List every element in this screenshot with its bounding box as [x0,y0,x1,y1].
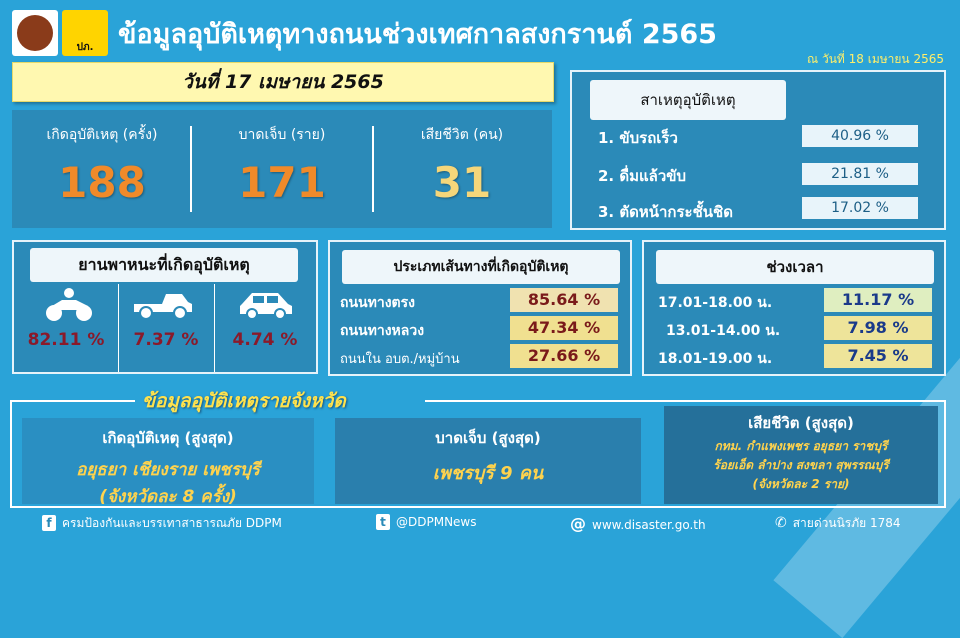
at-icon: @ [570,514,586,533]
province-accidents-list: อยุธยา เชียงราย เพชรบุรี [76,460,260,480]
vehicles-panel: ยานพาหนะที่เกิดอุบัติเหตุ 82.11 % 7.37 %… [12,240,318,374]
divider [118,284,119,372]
road-value: 47.34 % [510,316,618,340]
facebook-icon: f [42,515,56,531]
stat-label: บาดเจ็บ (ราย) [238,127,326,143]
province-injured: บาดเจ็บ (สูงสุด) เพชรบุรี 9 คน [335,418,641,504]
divider [10,400,135,402]
province-deaths-count: (จังหวัดละ 2 ราย) [752,477,850,491]
pickup-truck-icon [134,294,192,320]
time-label: 18.01-19.00 น. [658,351,773,367]
roads-title: ประเภทเส้นทางที่เกิดอุบัติเหตุ [342,250,620,284]
causes-title: สาเหตุอุบัติเหตุ [590,80,786,120]
cause-label: 3. ตัดหน้ากระชั้นชิด [598,203,733,221]
divider [372,126,374,212]
province-injured-value: เพชรบุรี 9 คน [432,463,544,484]
cause-label: 1. ขับรถเร็ว [598,129,678,147]
divider [190,126,192,212]
province-box-title: เกิดอุบัติเหตุ (สูงสุด) [102,429,234,447]
page-title: ข้อมูลอุบัติเหตุทางถนนช่วงเทศกาลสงกรานต์… [118,19,717,50]
cause-value: 21.81 % [802,163,918,185]
stat-value: 188 [58,158,146,207]
province-accidents-count: (จังหวัดละ 8 ครั้ง) [99,487,237,507]
time-value: 11.17 % [824,288,932,312]
twitter-icon: t [376,514,390,530]
province-deaths-list: กทม. กำแพงเพชร อยุธยา ราชบุรี [714,439,888,453]
date-banner: วันที่ 17 เมษายน 2565 [12,62,554,102]
road-label: ถนนทางตรง [340,295,415,311]
province-deaths: เสียชีวิต (สูงสุด) กทม. กำแพงเพชร อยุธยา… [664,406,938,504]
time-value: 7.45 % [824,344,932,368]
times-title: ช่วงเวลา [656,250,934,284]
stat-value: 171 [238,158,326,207]
ministry-logo [12,10,58,56]
stat-label: เสียชีวิต (คน) [420,127,504,143]
cause-value: 40.96 % [802,125,918,147]
twitter-text: @DDPMNews [396,515,477,529]
causes-panel: สาเหตุอุบัติเหตุ 1. ขับรถเร็ว 40.96 % 2.… [570,70,946,230]
footer-facebook[interactable]: f ครมป้องกันและบรรเทาสาธารณภัย DDPM [42,514,282,533]
time-panel: ช่วงเวลา 17.01-18.00 น. 11.17 % 13.01-14… [642,240,946,376]
vehicles-title: ยานพาหนะที่เกิดอุบัติเหตุ [30,248,298,282]
as-of-date: ณ วันที่ 18 เมษายน 2565 [807,52,944,66]
province-title: ข้อมูลอุบัติเหตุรายจังหวัด [142,390,346,412]
footer-twitter[interactable]: t @DDPMNews [376,514,477,530]
road-label: ถนนทางหลวง [340,323,425,339]
footer-website[interactable]: @ www.disaster.go.th [570,514,706,533]
time-value: 7.98 % [824,316,932,340]
stat-value: 31 [432,158,492,207]
stat-accidents: เกิดอุบัติเหตุ (ครั้ง) 188 [12,110,192,228]
summary-stats: เกิดอุบัติเหตุ (ครั้ง) 188 บาดเจ็บ (ราย) 1… [12,110,552,228]
road-value: 85.64 % [510,288,618,312]
province-frame [10,400,946,508]
stat-injured: บาดเจ็บ (ราย) 171 [192,110,372,228]
vehicle-value: 7.37 % [133,330,199,350]
time-label: 17.01-18.00 น. [658,295,773,311]
facebook-text: ครมป้องกันและบรรเทาสาธารณภัย DDPM [62,516,282,530]
province-accidents: เกิดอุบัติเหตุ (สูงสุด) อยุธยา เชียงราย … [22,418,314,507]
road-label: ถนนใน อบต./หมู่บ้าน [340,352,460,367]
province-box-title: บาดเจ็บ (สูงสุด) [435,429,541,447]
time-label: 13.01-14.00 น. [666,323,781,339]
province-deaths-list: ร้อยเอ็ด ลำปาง สงขลา สุพรรณบุรี [713,458,889,472]
footer-hotline[interactable]: ✆ สายด่วนนิรภัย 1784 [775,514,901,533]
hotline-text: สายด่วนนิรภัย 1784 [792,516,901,530]
ddpm-logo: ปภ. [62,10,108,56]
website-text: www.disaster.go.th [592,518,706,532]
road-value: 27.66 % [510,344,618,368]
vehicle-value: 82.11 % [27,330,105,350]
stat-deaths: เสียชีวิต (คน) 31 [372,110,552,228]
phone-icon: ✆ [775,515,787,531]
cause-label: 2. ดื่มแล้วขับ [598,167,687,185]
motorcycle-icon [46,288,92,321]
road-type-panel: ประเภทเส้นทางที่เกิดอุบัติเหตุ ถนนทางตรง… [328,240,632,376]
logo-text: ปภ. [76,42,94,53]
divider [214,284,215,372]
cause-value: 17.02 % [802,197,918,219]
stat-label: เกิดอุบัติเหตุ (ครั้ง) [46,127,158,143]
vehicle-value: 4.74 % [232,330,298,350]
divider [425,400,946,402]
car-icon [240,293,292,320]
province-box-title: เสียชีวิต (สูงสุด) [748,414,854,432]
